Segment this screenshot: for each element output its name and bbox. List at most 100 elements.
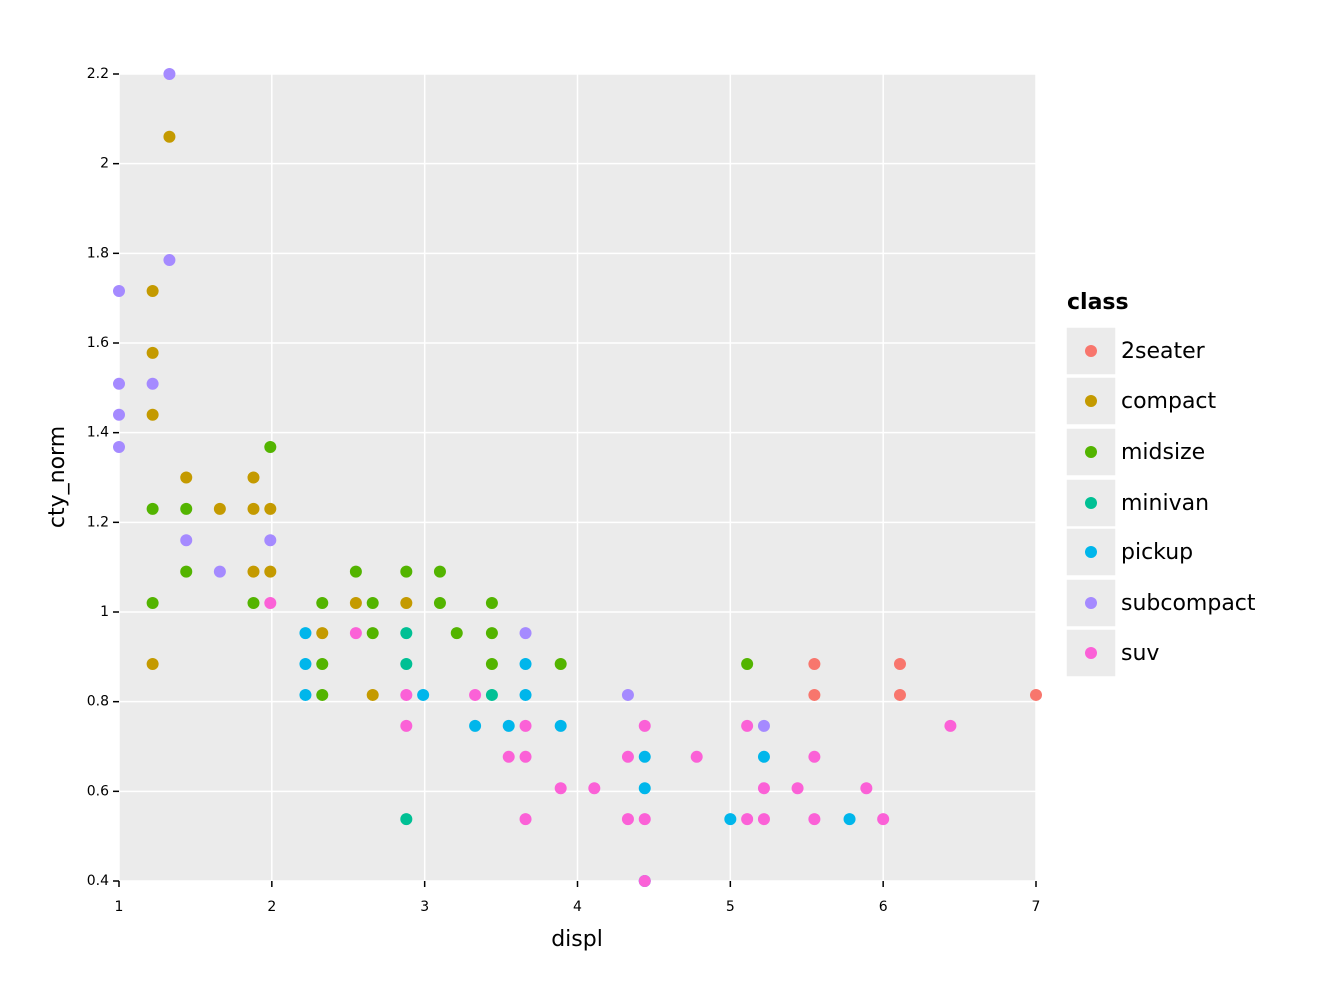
point	[400, 719, 413, 732]
point	[113, 441, 125, 454]
point	[316, 627, 329, 640]
legend-marker	[1085, 395, 1097, 407]
point	[113, 377, 125, 390]
point	[808, 813, 821, 826]
point	[450, 627, 463, 640]
point	[400, 658, 413, 671]
point	[264, 597, 277, 610]
x-tick-label: 2	[267, 899, 276, 915]
point	[808, 688, 821, 701]
point	[757, 782, 770, 795]
point	[163, 130, 176, 143]
legend-marker	[1085, 647, 1097, 659]
y-tick-label: 2	[100, 156, 109, 172]
x-tick-label: 6	[879, 899, 888, 915]
point	[757, 750, 770, 763]
point	[264, 565, 277, 578]
point	[485, 688, 498, 701]
point	[366, 627, 379, 640]
x-axis-title: displ	[551, 927, 603, 952]
point	[146, 502, 159, 515]
point	[469, 719, 482, 732]
point	[146, 377, 159, 390]
legend-marker	[1085, 345, 1097, 357]
legend-label: pickup	[1121, 540, 1193, 565]
point	[741, 658, 754, 671]
y-tick-label: 1.6	[87, 335, 109, 351]
point	[724, 813, 737, 826]
point	[638, 813, 651, 826]
point	[349, 565, 362, 578]
point	[519, 750, 532, 763]
y-tick-label: 0.8	[87, 694, 109, 710]
y-tick-label: 1	[100, 604, 109, 620]
point	[757, 813, 770, 826]
point	[519, 813, 532, 826]
point	[146, 658, 159, 671]
point	[588, 782, 601, 795]
point	[400, 813, 413, 826]
point	[146, 597, 159, 610]
point	[163, 68, 176, 80]
point	[264, 502, 277, 515]
y-tick-label: 1.2	[87, 514, 109, 530]
point	[944, 719, 957, 732]
point	[113, 408, 125, 421]
point	[316, 688, 329, 701]
point	[621, 813, 634, 826]
point	[791, 782, 804, 795]
point	[554, 658, 567, 671]
point	[366, 688, 379, 701]
y-tick-label: 0.4	[87, 873, 109, 889]
point	[213, 502, 226, 515]
point	[554, 782, 567, 795]
point	[146, 346, 159, 359]
point	[366, 597, 379, 610]
point	[638, 719, 651, 732]
point	[400, 565, 413, 578]
x-tick-label: 7	[1032, 899, 1041, 915]
point	[741, 813, 754, 826]
point	[400, 597, 413, 610]
point	[485, 597, 498, 610]
point	[299, 658, 312, 671]
point	[417, 688, 430, 701]
point	[433, 565, 446, 578]
point	[843, 813, 856, 826]
legend-key	[1065, 427, 1117, 477]
legend-marker	[1085, 546, 1097, 558]
point	[690, 750, 703, 763]
y-tick-label: 0.6	[87, 783, 109, 799]
y-axis-title: cty_norm	[45, 426, 70, 528]
point	[638, 875, 651, 887]
legend-marker	[1085, 597, 1097, 609]
point	[247, 565, 260, 578]
point	[264, 441, 277, 454]
point	[180, 565, 193, 578]
y-tick-label: 2.2	[87, 66, 109, 82]
x-tick-label: 1	[115, 899, 124, 915]
point	[180, 502, 193, 515]
point	[299, 688, 312, 701]
point	[808, 658, 821, 671]
point	[638, 750, 651, 763]
point	[757, 719, 770, 732]
point	[247, 502, 260, 515]
point	[741, 719, 754, 732]
point	[638, 782, 651, 795]
point	[502, 750, 515, 763]
point	[1030, 688, 1042, 701]
point	[893, 688, 906, 701]
point	[247, 471, 260, 484]
point	[469, 688, 482, 701]
point	[485, 627, 498, 640]
point	[349, 597, 362, 610]
point	[316, 597, 329, 610]
point	[502, 719, 515, 732]
legend-label: 2seater	[1121, 339, 1206, 364]
point	[146, 408, 159, 421]
point	[316, 658, 329, 671]
point	[349, 627, 362, 640]
point	[247, 597, 260, 610]
